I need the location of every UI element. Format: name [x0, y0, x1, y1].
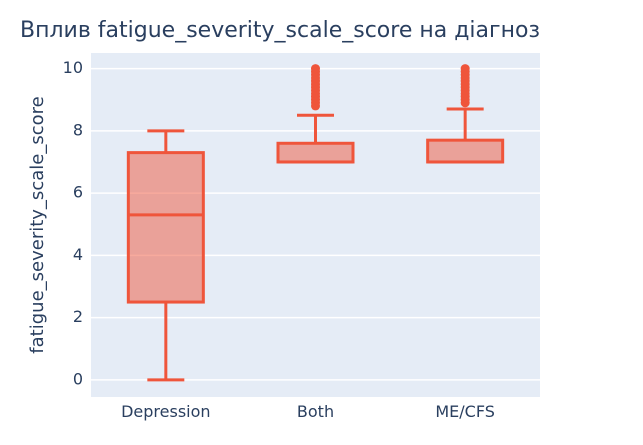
- boxes: [126, 64, 505, 382]
- outlier-point-me-cfs-11: [460, 64, 470, 74]
- iqr-box-me-cfs: [426, 138, 505, 164]
- x-tick-label-depression: Depression: [121, 402, 210, 421]
- y-tick-label-0: 0: [73, 369, 83, 388]
- chart-title: Вплив fatigue_severity_scale_score на ді…: [20, 18, 541, 43]
- x-tick-label-me-cfs: ME/CFS: [435, 402, 495, 421]
- outlier-point-both-12: [311, 64, 320, 74]
- box-depression: [126, 129, 205, 382]
- y-tick-label-10: 10: [63, 58, 83, 77]
- y-tick-label-6: 6: [73, 183, 83, 202]
- y-tick-label-8: 8: [73, 120, 83, 139]
- iqr-box-depression: [126, 151, 205, 304]
- y-axis-title: fatigue_severity_scale_score: [27, 96, 48, 353]
- box-me-cfs: [426, 64, 505, 164]
- y-axis-ticks: 0 2 4 6 8 10: [63, 58, 83, 388]
- y-tick-label-4: 4: [73, 245, 83, 264]
- x-tick-label-both: Both: [297, 402, 334, 421]
- box-both: [276, 64, 355, 164]
- y-tick-label-2: 2: [73, 307, 83, 326]
- iqr-box-both: [276, 141, 355, 164]
- x-axis-ticks: Depression Both ME/CFS: [121, 402, 495, 421]
